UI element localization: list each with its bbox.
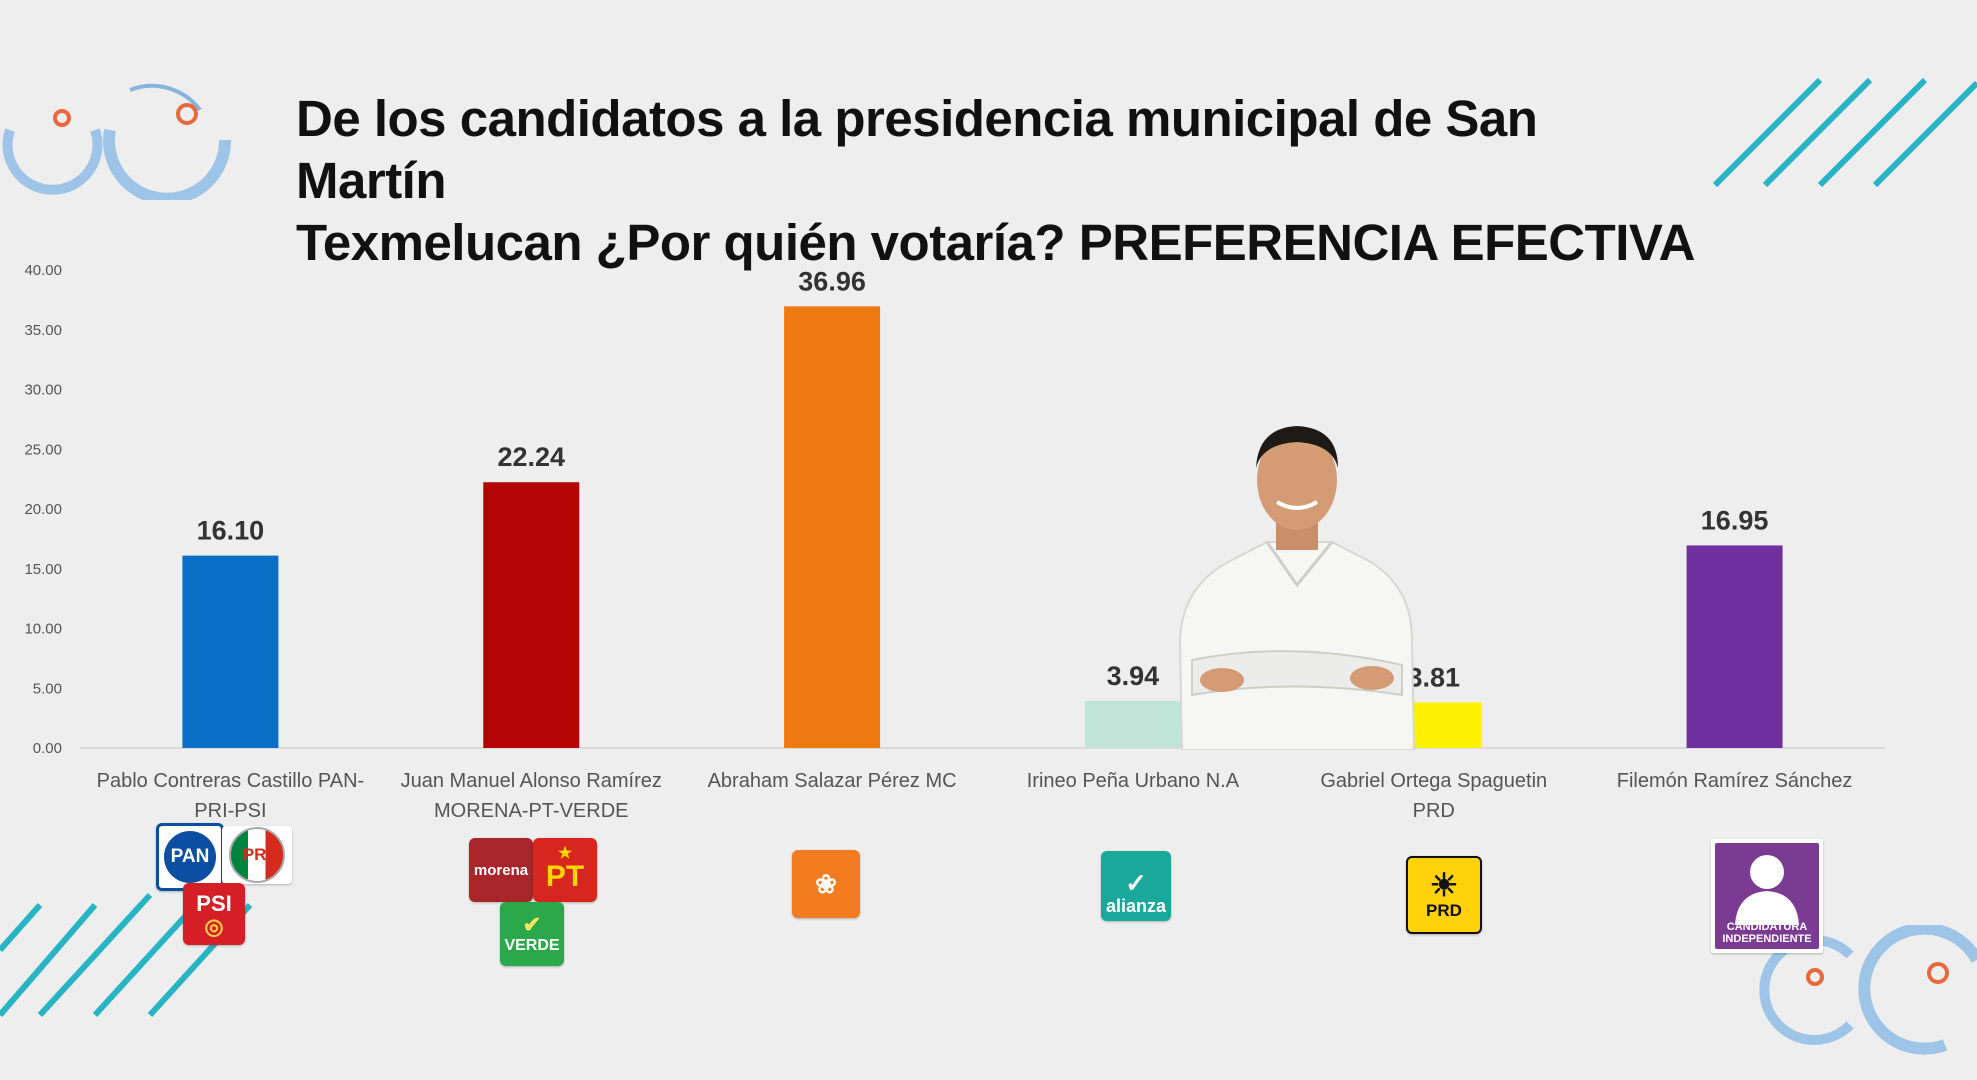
morena-logo-text: morena bbox=[473, 861, 529, 879]
y-tick-label: 40.00 bbox=[24, 262, 62, 279]
nueva-alianza-logo: ✓ alianza bbox=[1101, 851, 1171, 921]
sun-icon: ☀ bbox=[1429, 867, 1459, 903]
prd-logo: ☀ PRD bbox=[1406, 856, 1482, 934]
value-label: 3.94 bbox=[1107, 661, 1160, 691]
pri-logo: PRI bbox=[222, 826, 292, 884]
chart-title-line-2: Texmelucan ¿Por quién votaría? PREFERENC… bbox=[296, 214, 1695, 271]
value-label: 16.95 bbox=[1701, 505, 1769, 535]
verde-logo-text: VERDE bbox=[504, 937, 560, 954]
category-label: Juan Manuel Alonso Ramírez bbox=[401, 770, 662, 792]
independiente-logo-line-1: CANDIDATURA bbox=[1726, 921, 1808, 933]
alianza-swoosh-icon: ✓ bbox=[1125, 868, 1147, 898]
y-tick-label: 5.00 bbox=[33, 680, 62, 697]
category-label: MORENA-PT-VERDE bbox=[434, 800, 628, 820]
candidate-photo bbox=[1178, 426, 1416, 750]
bar bbox=[483, 482, 580, 748]
bar bbox=[784, 306, 881, 748]
toucan-icon: ✔ bbox=[522, 912, 542, 937]
value-label: 3.81 bbox=[1407, 662, 1460, 692]
category-label: PRI-PSI bbox=[194, 800, 266, 820]
nueva-alianza-logo-text: alianza bbox=[1105, 896, 1167, 916]
y-tick-label: 15.00 bbox=[24, 561, 62, 578]
y-tick-label: 0.00 bbox=[33, 740, 62, 757]
chart-title: De los candidatos a la presidencia munic… bbox=[296, 88, 1696, 274]
y-tick-label: 10.00 bbox=[24, 621, 62, 638]
y-tick-label: 20.00 bbox=[24, 501, 62, 518]
pt-logo-text: PT bbox=[545, 860, 585, 893]
bar-chart: 0.00 5.00 10.00 15.00 20.00 25.00 30.00 35.00 40… bbox=[24, 262, 1885, 820]
bar bbox=[1686, 545, 1783, 748]
psi-logo-text: PSI bbox=[196, 891, 232, 916]
decorative-lines-top-right bbox=[1712, 77, 1977, 188]
bar bbox=[1084, 700, 1181, 748]
prd-logo-text: PRD bbox=[1426, 901, 1462, 920]
value-label: 36.96 bbox=[798, 266, 866, 296]
y-tick-label: 25.00 bbox=[24, 441, 62, 458]
psi-logo: PSI ◎ bbox=[183, 883, 245, 945]
pan-logo-text: PAN bbox=[164, 831, 216, 883]
category-label: Irineo Peña Urbano N.A bbox=[1027, 770, 1240, 792]
pt-logo: ★ PT bbox=[533, 838, 597, 902]
x-axis-labels: Pablo Contreras Castillo PAN- PRI-PSI Juan… bbox=[97, 770, 1853, 820]
pt-star-icon: ★ bbox=[557, 845, 573, 862]
decorative-circles-top-left bbox=[2, 83, 232, 200]
person-silhouette-icon bbox=[1735, 855, 1799, 925]
category-label: Abraham Salazar Pérez MC bbox=[708, 770, 957, 792]
value-labels: 16.10 22.24 36.96 3.94 3.81 16.95 bbox=[197, 266, 1769, 692]
pri-logo-text: PRI bbox=[229, 827, 285, 883]
morena-logo: morena bbox=[469, 838, 533, 902]
verde-logo: ✔ VERDE bbox=[500, 902, 564, 966]
eagle-icon: ❀ bbox=[815, 868, 837, 899]
category-label: PRD bbox=[1413, 800, 1455, 820]
movimiento-ciudadano-logo: ❀ bbox=[792, 850, 860, 918]
candidatura-independiente-logo: CANDIDATURA INDEPENDIENTE bbox=[1711, 839, 1823, 953]
value-label: 22.24 bbox=[497, 442, 565, 472]
pan-logo: PAN bbox=[156, 823, 224, 891]
chart-title-line-1: De los candidatos a la presidencia munic… bbox=[296, 90, 1538, 209]
y-axis: 0.00 5.00 10.00 15.00 20.00 25.00 30.00 35.00 40… bbox=[24, 262, 1885, 757]
category-label: Gabriel Ortega Spaguetin bbox=[1320, 770, 1547, 792]
category-label: Filemón Ramírez Sánchez bbox=[1617, 770, 1853, 792]
decorative-lines-bottom-left bbox=[0, 892, 253, 1018]
psi-swirl-icon: ◎ bbox=[204, 914, 224, 939]
category-label: Pablo Contreras Castillo PAN- bbox=[97, 770, 365, 792]
bars bbox=[182, 306, 1783, 748]
bar bbox=[182, 555, 279, 748]
y-tick-label: 35.00 bbox=[24, 322, 62, 339]
value-label: 16.10 bbox=[197, 516, 265, 546]
independiente-logo-line-2: INDEPENDIENTE bbox=[1722, 933, 1812, 945]
y-tick-label: 30.00 bbox=[24, 382, 62, 399]
